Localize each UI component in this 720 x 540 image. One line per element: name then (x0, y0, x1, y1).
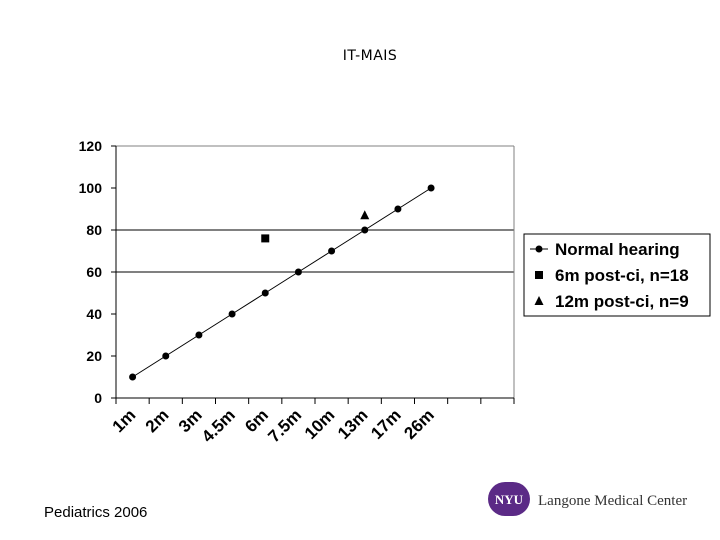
logo-badge (488, 482, 530, 516)
y-tick-label: 120 (79, 138, 103, 154)
data-point (394, 205, 402, 213)
legend-label: 6m post-ci, n=18 (555, 266, 689, 285)
y-tick-label: 20 (86, 348, 102, 364)
y-tick-label: 80 (86, 222, 102, 238)
data-point (195, 331, 203, 339)
data-point (129, 373, 137, 381)
series-line (132, 187, 432, 378)
data-point (361, 226, 369, 234)
logo-caption: Langone Medical Center (538, 493, 687, 509)
logo-text: NYU (495, 492, 524, 507)
x-tick-label: 4.5m (198, 405, 239, 446)
y-tick-label: 100 (79, 180, 103, 196)
x-tick-label: 26m (400, 405, 437, 442)
data-point (360, 210, 370, 220)
data-point (228, 310, 236, 318)
legend-label: 12m post-ci, n=9 (555, 292, 689, 311)
legend-box (523, 233, 711, 317)
legend-marker (535, 271, 543, 279)
x-tick-label: 2m (142, 405, 173, 436)
y-tick-label: 60 (86, 264, 102, 280)
data-point (328, 247, 336, 255)
data-point (162, 352, 170, 360)
legend-marker (534, 296, 544, 305)
data-point (261, 289, 269, 297)
y-tick-label: 40 (86, 306, 102, 322)
data-point (294, 268, 302, 276)
legend-label: Normal hearing (555, 240, 680, 259)
nyu-langone-logo: NYU Langone Medical Center (488, 482, 687, 516)
citation: Pediatrics 2006 (44, 504, 148, 521)
x-tick-label: 1m (109, 405, 140, 436)
x-tick-label: 7.5m (264, 405, 305, 446)
x-tick-label: 13m (334, 405, 371, 442)
y-tick-label: 0 (94, 390, 102, 406)
x-tick-label: 10m (301, 405, 338, 442)
legend-marker (535, 245, 543, 253)
x-tick-label: 17m (367, 405, 404, 442)
data-point (427, 184, 435, 192)
slide-title: IT-MAIS (342, 48, 398, 64)
data-point (261, 234, 270, 243)
